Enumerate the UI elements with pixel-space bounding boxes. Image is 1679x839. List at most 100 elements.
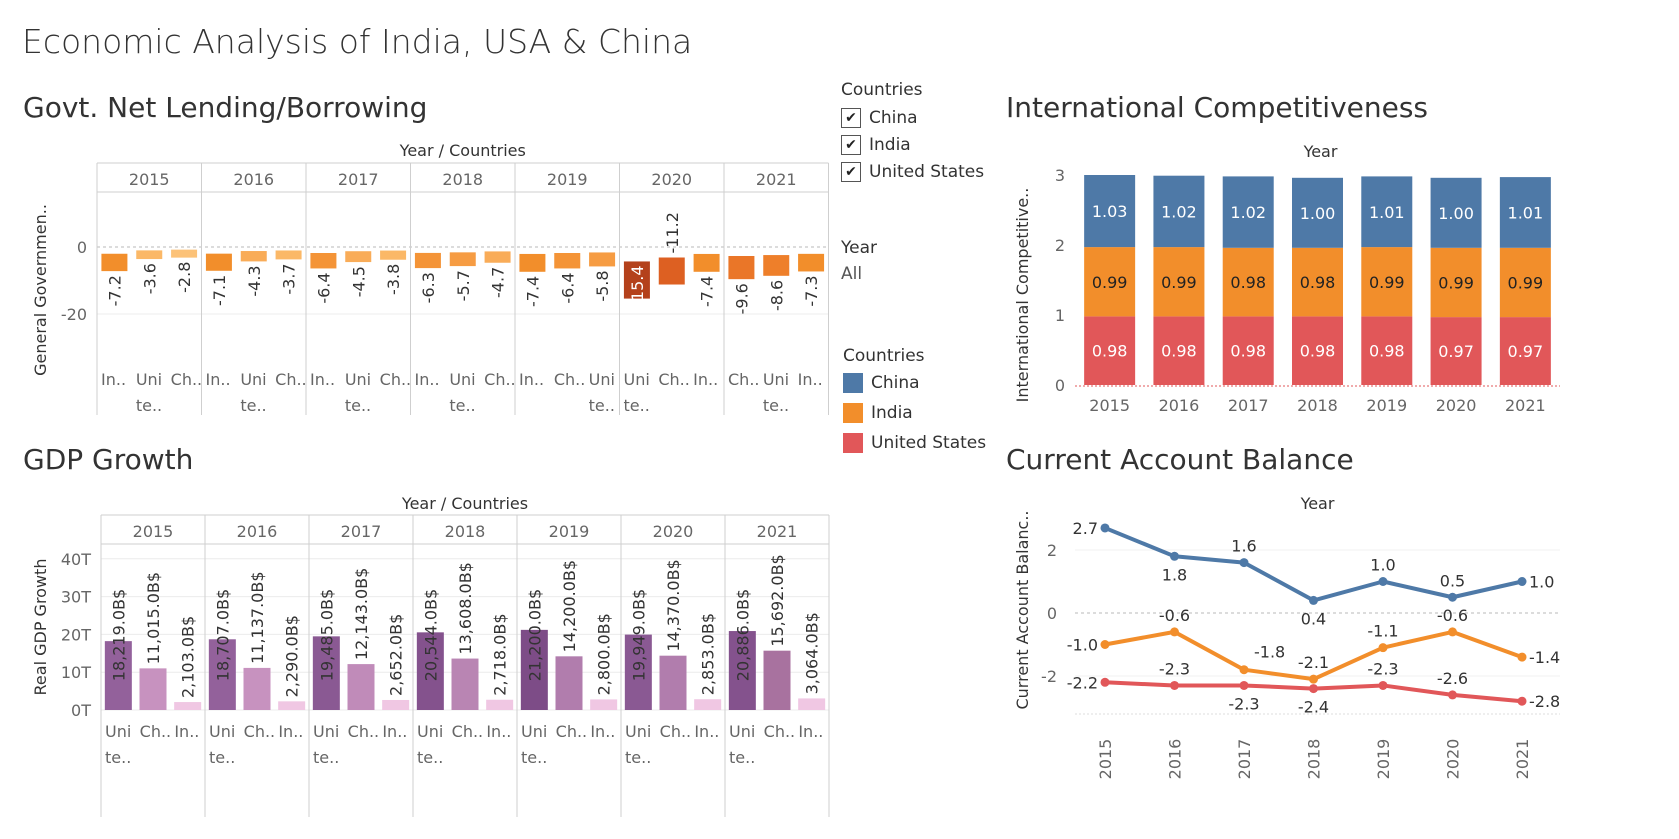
category-label: te.. xyxy=(449,396,475,415)
data-point xyxy=(1239,680,1249,690)
bar-value-label: 2,718.0B$ xyxy=(491,613,510,695)
bar-value-label: -4.7 xyxy=(489,267,508,298)
point-value-label: -2.3 xyxy=(1159,659,1190,678)
y-tick-label: 0 xyxy=(1055,376,1065,395)
data-point xyxy=(1100,523,1110,533)
bar-value-label: 15,692.0B$ xyxy=(768,554,787,646)
checkbox-china[interactable]: ✔ xyxy=(841,107,861,128)
segment-value-label: 0.99 xyxy=(1508,273,1544,292)
bar xyxy=(205,253,232,271)
category-label: Uni xyxy=(209,722,235,741)
legend-item-label: China xyxy=(871,373,920,393)
segment-value-label: 0.98 xyxy=(1300,342,1336,361)
bar-value-label: 11,015.0B$ xyxy=(144,572,163,664)
bar xyxy=(312,636,340,710)
checkbox-india[interactable]: ✔ xyxy=(841,134,861,155)
lending-chart: Year / Countries General Governmen.. 0 -20 2… xyxy=(31,141,829,415)
year-header-label: 2015 xyxy=(133,522,174,541)
bar-value-label: 20,544.0B$ xyxy=(421,589,440,681)
segment-value-label: 0.98 xyxy=(1369,342,1405,361)
x-tick-label: 2021 xyxy=(1505,396,1546,415)
year-filter-title: Year xyxy=(841,238,877,258)
bar-value-label: -11.2 xyxy=(663,212,682,253)
bar-segment xyxy=(1499,177,1551,248)
legend-item-united-states[interactable]: United States xyxy=(843,428,986,458)
data-point xyxy=(1239,665,1249,675)
check-icon: ✔ xyxy=(845,136,857,153)
bar-value-label: 2,800.0B$ xyxy=(595,613,614,695)
category-label: te.. xyxy=(589,396,615,415)
bar-segment xyxy=(1361,247,1413,317)
competitiveness-chart-title: International Competitiveness xyxy=(1006,91,1429,124)
category-label: In.. xyxy=(101,370,126,389)
year-header-label: 2021 xyxy=(756,170,797,189)
bar-value-label: -8.6 xyxy=(767,280,786,311)
filter-item-india[interactable]: ✔ India xyxy=(841,131,984,158)
data-point xyxy=(1309,684,1318,694)
year-filter-value[interactable]: All xyxy=(841,264,863,284)
bar-segment xyxy=(1222,247,1274,317)
legend-item-india[interactable]: India xyxy=(843,398,986,428)
bar-value-label: 2,290.0B$ xyxy=(283,615,302,697)
bar-segment xyxy=(1292,177,1343,248)
legend-item-china[interactable]: China xyxy=(843,368,986,398)
bar xyxy=(763,255,790,276)
data-point xyxy=(1448,592,1457,602)
bar xyxy=(451,658,479,710)
data-point xyxy=(1517,652,1527,662)
category-label: Uni xyxy=(417,722,443,741)
y-tick-label: 0 xyxy=(77,238,87,257)
category-label: Ch.. xyxy=(658,370,689,389)
checkbox-united-states[interactable]: ✔ xyxy=(841,161,861,182)
category-label: In.. xyxy=(798,722,823,741)
filter-item-china[interactable]: ✔ China xyxy=(841,104,984,131)
y-tick-label: 10T xyxy=(61,663,91,682)
bar xyxy=(798,698,826,710)
y-axis-label: Current Account Balanc.. xyxy=(1013,510,1032,709)
header-label: Year xyxy=(1303,142,1338,161)
bar xyxy=(416,632,444,710)
bar xyxy=(519,253,546,272)
bar-value-label: 19,949.0B$ xyxy=(629,589,648,681)
bar-segment xyxy=(1499,247,1551,318)
y-tick-label: 3 xyxy=(1055,166,1065,185)
category-label: In.. xyxy=(590,722,615,741)
filter-item-united-states[interactable]: ✔ United States xyxy=(841,158,984,185)
category-label: In.. xyxy=(310,370,335,389)
category-label: Uni xyxy=(729,722,755,741)
segment-value-label: 0.99 xyxy=(1438,273,1474,292)
countries-filter-title: Countries xyxy=(841,80,923,100)
bar xyxy=(555,656,583,710)
x-tick-label: 2017 xyxy=(1228,396,1269,415)
bar-value-label: 21,200.0B$ xyxy=(525,589,544,681)
x-tick-label: 2015 xyxy=(1096,739,1115,780)
category-label: te.. xyxy=(417,748,443,767)
bar-value-label: 2,103.0B$ xyxy=(179,616,198,698)
point-value-label: -2.2 xyxy=(1067,673,1098,692)
y-tick-label: 2 xyxy=(1055,236,1065,255)
y-tick-label: 0T xyxy=(71,701,91,720)
y-tick-label: 30T xyxy=(61,588,91,607)
filter-item-label: India xyxy=(869,134,911,155)
legend-swatch-china xyxy=(843,373,863,393)
bar-value-label: 2,652.0B$ xyxy=(387,614,406,696)
data-point xyxy=(1170,551,1179,561)
x-tick-label: 2015 xyxy=(1089,396,1130,415)
segment-value-label: 0.98 xyxy=(1161,342,1197,361)
bar xyxy=(136,250,163,260)
category-label: te.. xyxy=(313,748,339,767)
category-label: Uni xyxy=(313,722,339,741)
category-label: te.. xyxy=(521,748,547,767)
countries-color-legend: Countries China India United States xyxy=(843,346,986,458)
y-tick-label: -20 xyxy=(61,305,87,324)
bar-segment xyxy=(1361,176,1413,248)
bar-value-label: -9.6 xyxy=(732,283,751,314)
segment-value-label: 0.98 xyxy=(1230,273,1266,292)
point-value-label: 2.7 xyxy=(1073,519,1098,538)
y-tick-label: 2 xyxy=(1047,541,1057,560)
category-label: Uni xyxy=(240,370,266,389)
year-filter[interactable]: Year All xyxy=(841,238,877,284)
year-header-label: 2018 xyxy=(445,522,486,541)
bar-value-label: 19,485.0B$ xyxy=(317,589,336,681)
data-point xyxy=(1309,595,1318,605)
